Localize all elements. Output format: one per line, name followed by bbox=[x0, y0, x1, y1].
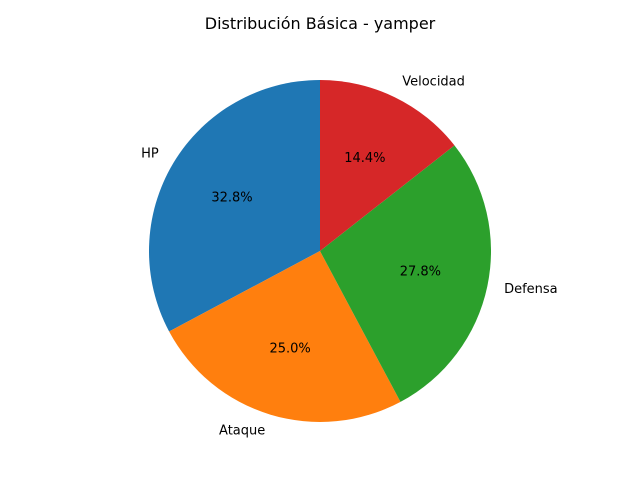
pie-slice-hp bbox=[149, 80, 320, 332]
pie-slice-defensa bbox=[320, 145, 491, 402]
pie-slice-velocidad bbox=[320, 80, 455, 251]
chart-title: Distribución Básica - yamper bbox=[205, 14, 436, 33]
slice-label-hp: HP bbox=[141, 147, 159, 162]
slice-label-velocidad: Velocidad bbox=[402, 74, 465, 89]
slice-percent-hp: 32.8% bbox=[211, 191, 252, 206]
pie-slice-ataque bbox=[169, 251, 401, 422]
pie-labels: HP 32.8% Ataque 25.0% Defensa 27.8% Velocidad 1… bbox=[141, 74, 558, 438]
slice-percent-velocidad: 14.4% bbox=[344, 151, 385, 166]
slice-label-defensa: Defensa bbox=[504, 282, 558, 297]
slice-label-ataque: Ataque bbox=[219, 423, 265, 438]
slice-percent-ataque: 25.0% bbox=[269, 342, 310, 357]
pie-slices bbox=[149, 80, 491, 422]
slice-percent-defensa: 27.8% bbox=[400, 265, 441, 280]
